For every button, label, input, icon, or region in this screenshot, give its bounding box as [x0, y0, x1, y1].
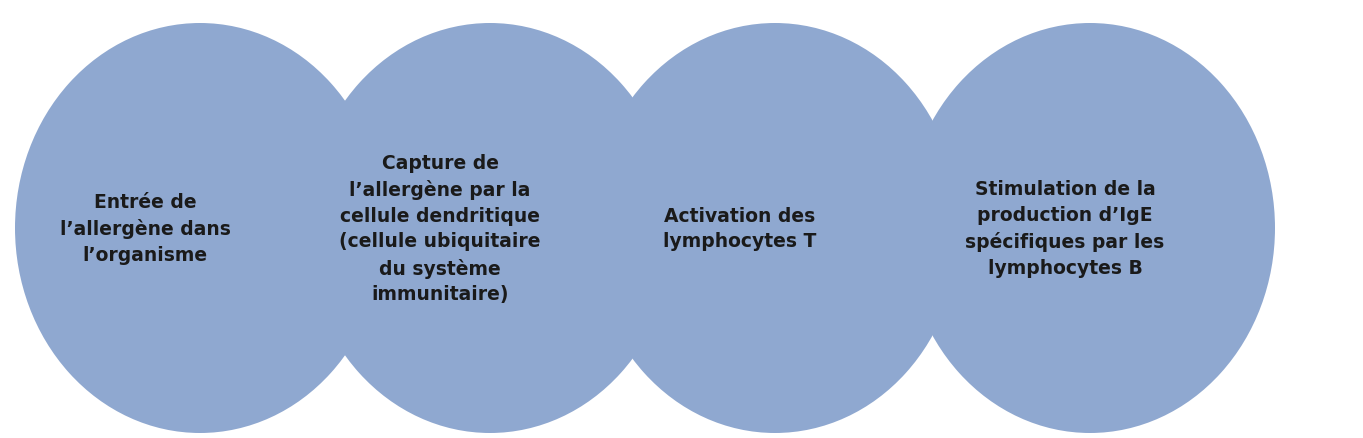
Ellipse shape [905, 24, 1274, 433]
Ellipse shape [590, 24, 960, 433]
Ellipse shape [15, 24, 384, 433]
Text: Entrée de
l’allergène dans
l’organisme: Entrée de l’allergène dans l’organisme [60, 193, 230, 265]
Text: Activation des
lymphocytes T: Activation des lymphocytes T [664, 206, 816, 251]
Text: Stimulation de la
production d’IgE
spécifiques par les
lymphocytes B: Stimulation de la production d’IgE spéci… [965, 180, 1164, 277]
Ellipse shape [305, 24, 675, 433]
Text: Capture de
l’allergène par la
cellule dendritique
(cellule ubiquitaire
du systèm: Capture de l’allergène par la cellule de… [339, 153, 541, 304]
